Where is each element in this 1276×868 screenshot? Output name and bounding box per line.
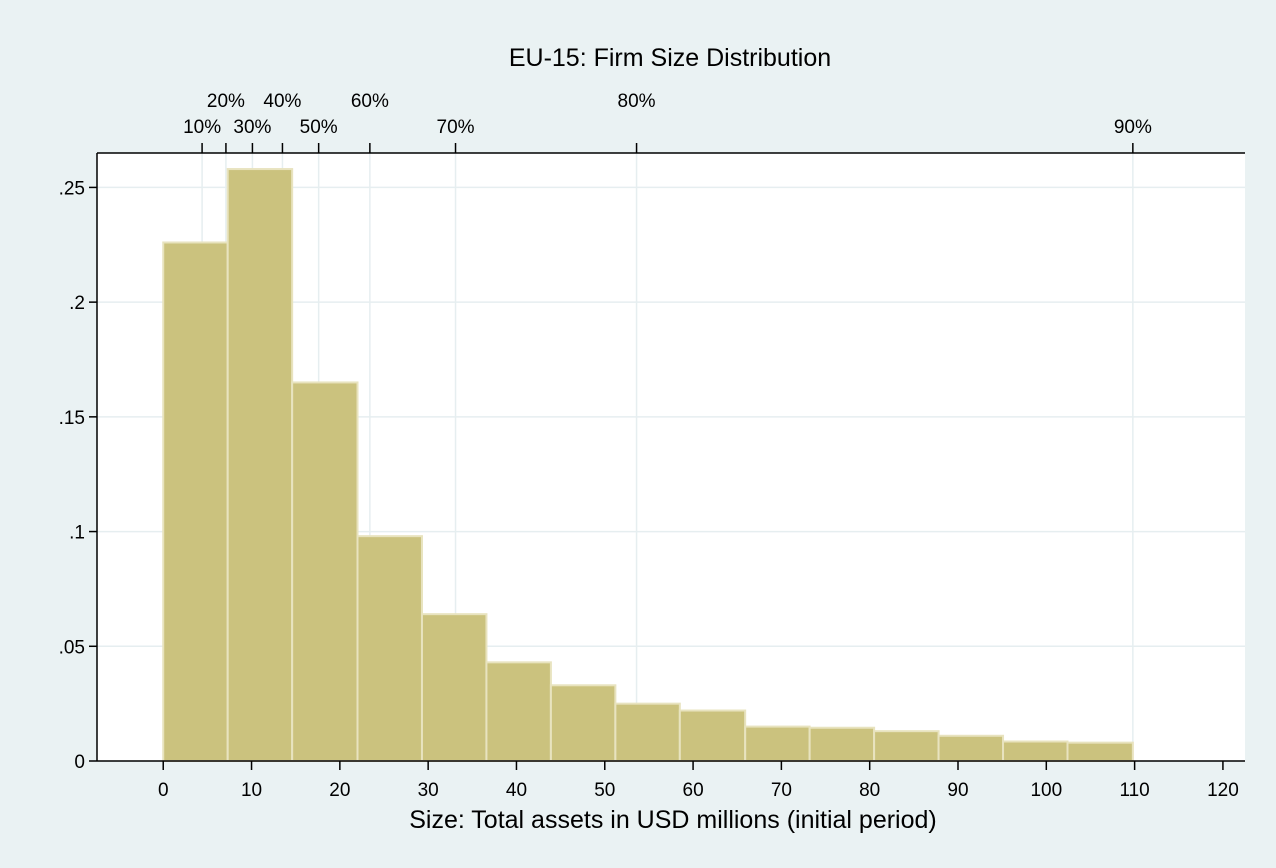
y-tick-label: .25 xyxy=(59,178,85,199)
chart-title: EU-15: Firm Size Distribution xyxy=(509,44,831,72)
x-tick-label: 50 xyxy=(594,780,615,801)
histogram-bar xyxy=(1002,740,1069,762)
histogram-bar xyxy=(678,709,747,763)
histogram-bar xyxy=(420,613,488,763)
x-tick-label: 100 xyxy=(1030,780,1062,801)
histogram-bar xyxy=(549,684,617,763)
x-tick-label: 20 xyxy=(329,780,350,801)
y-tick-label: .2 xyxy=(69,293,85,314)
x-tick-label: 10 xyxy=(241,780,262,801)
x-tick-label: 80 xyxy=(859,780,880,801)
y-tick-label: .15 xyxy=(59,408,85,429)
x-tick-label: 0 xyxy=(158,780,169,801)
percentile-label: 30% xyxy=(233,117,271,138)
histogram-bar xyxy=(614,702,681,762)
histogram-bar xyxy=(226,168,294,763)
percentile-label: 10% xyxy=(183,117,221,138)
y-tick-label: .1 xyxy=(69,523,85,544)
y-tick-label: .05 xyxy=(59,637,85,658)
x-tick-label: 40 xyxy=(506,780,527,801)
histogram-bar xyxy=(744,725,811,762)
histogram-bar xyxy=(485,661,552,762)
histogram-bar xyxy=(291,381,359,762)
x-axis-ticks: 0 10 20 30 40 50 60 70 80 90 100 110 120 xyxy=(158,761,1239,801)
percentile-label: 70% xyxy=(437,117,475,138)
x-tick-label: 70 xyxy=(771,780,792,801)
percentile-label: 60% xyxy=(351,91,389,112)
percentile-ticks: 10% 20% 30% 40% 50% 60% 70% 80% 90% xyxy=(183,91,1152,153)
percentile-label: 80% xyxy=(618,91,656,112)
histogram-bar xyxy=(1066,741,1134,762)
axes xyxy=(96,152,1245,762)
y-tick-label: 0 xyxy=(74,752,85,773)
y-axis-ticks: 0 .05 .1 .15 .2 .25 xyxy=(59,178,97,773)
histogram-bar xyxy=(808,726,876,762)
histogram-bars xyxy=(162,168,1134,763)
x-tick-label: 90 xyxy=(947,780,968,801)
histogram-bar xyxy=(873,730,940,762)
histogram-bar xyxy=(937,734,1005,763)
percentile-label: 90% xyxy=(1114,117,1152,138)
percentile-label: 40% xyxy=(263,91,301,112)
histogram-bar xyxy=(356,535,423,762)
x-tick-label: 110 xyxy=(1119,780,1149,801)
x-tick-label: 120 xyxy=(1207,780,1239,801)
x-tick-label: 30 xyxy=(418,780,439,801)
histogram-bar xyxy=(162,241,229,762)
percentile-label: 50% xyxy=(300,117,338,138)
x-axis-title: Size: Total assets in USD millions (init… xyxy=(409,806,937,834)
percentile-label: 20% xyxy=(207,91,245,112)
x-tick-label: 60 xyxy=(683,780,704,801)
